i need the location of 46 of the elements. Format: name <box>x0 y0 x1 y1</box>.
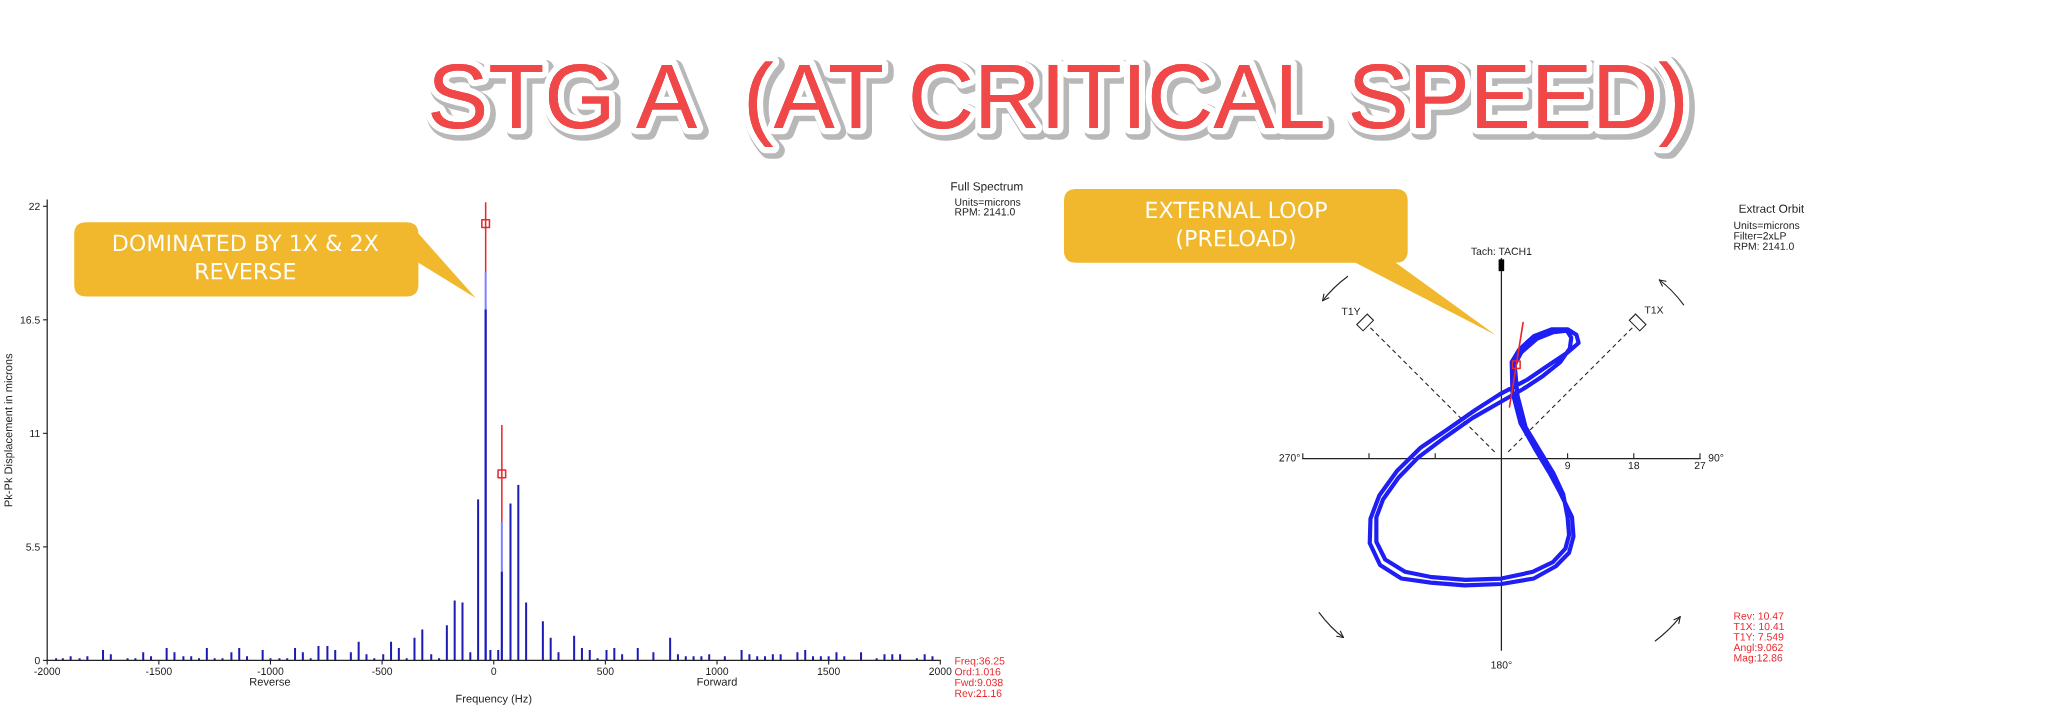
x-tick-label: 1500 <box>817 667 840 675</box>
x-tick-label: -1500 <box>145 667 172 675</box>
text: Fwd:9.038 <box>955 678 1003 687</box>
x-tick-label: -1000 <box>257 667 284 675</box>
text: T1Y: 7.549 <box>1733 633 1784 641</box>
text: Freq:36.25 <box>955 657 1005 667</box>
x-tick-label: -500 <box>372 667 393 675</box>
x-tick-label: 500 <box>597 667 614 675</box>
y-tick-label: 11 <box>30 429 40 438</box>
text: Filter=2xLP <box>1734 231 1786 240</box>
y-tick-label: 22 <box>29 202 40 211</box>
text: Extract Orbit <box>1739 204 1805 213</box>
text: Rev: 10.47 <box>1734 612 1784 620</box>
chart-title: STG A (AT CRITICAL SPEED) <box>431 61 1687 151</box>
x-axis-title: Frequency (Hz) <box>456 694 532 705</box>
text: Units=microns <box>955 198 1021 206</box>
x-tick-label: 18 <box>1628 461 1640 470</box>
text: RPM: 2141.0 <box>1734 242 1794 250</box>
text: 90° <box>1708 454 1724 462</box>
text: Rev:21.16 <box>955 689 1002 697</box>
text: Ord:1.016 <box>954 667 1001 676</box>
text: T1X <box>1644 306 1664 314</box>
y-axis-title: Pk-Pk Displacement in microns <box>4 353 15 507</box>
text: Units=microns <box>1734 221 1800 229</box>
text: Forward <box>697 677 737 686</box>
x-tick-label: 0 <box>491 667 497 675</box>
text: 270° <box>1279 454 1300 462</box>
x-tick-label: -2000 <box>34 667 61 675</box>
text: Reverse <box>250 677 291 686</box>
x-tick-label: 2000 <box>929 667 952 675</box>
text: Angl:9.062 <box>1733 643 1783 654</box>
x-tick-label: 9 <box>1565 461 1570 470</box>
y-tick-label: 0 <box>34 656 40 665</box>
y-tick-label: 5.5 <box>26 543 40 551</box>
text: T1Y <box>1341 307 1361 315</box>
text: 180° <box>1491 661 1512 669</box>
x-tick-label: 27 <box>1694 461 1706 470</box>
text: EXTERNAL LOOP (PRELOAD) <box>1146 201 1327 250</box>
x-tick-label: 1000 <box>706 667 729 675</box>
text: Mag:12.86 <box>1734 654 1783 664</box>
text: Full Spectrum <box>951 181 1023 193</box>
annotation: DOMINATED BY 1X & 2X REVERSE <box>113 234 379 280</box>
text: T1X: 10.41 <box>1733 622 1784 631</box>
text: Tach: TACH1 <box>1471 247 1532 255</box>
text: RPM: 2141.0 <box>955 208 1015 216</box>
y-tick-label: 16.5 <box>20 316 40 324</box>
